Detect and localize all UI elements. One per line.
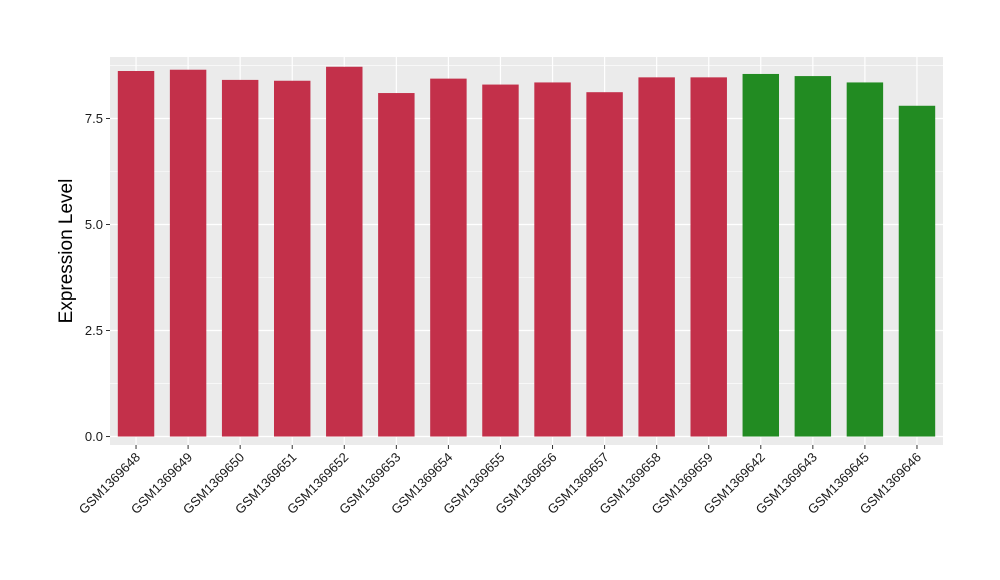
bar: [221, 79, 259, 437]
bar: [586, 92, 623, 437]
bar: [430, 78, 467, 437]
bar: [273, 80, 311, 437]
bar: [898, 105, 936, 437]
bar: [378, 93, 415, 437]
y-axis: 0.0 2.5 5.0 7.5: [85, 111, 110, 444]
bar: [690, 77, 727, 437]
bars-group: [117, 66, 936, 437]
bar: [742, 73, 780, 437]
bar: [117, 70, 155, 437]
bar: [169, 69, 207, 437]
bar: [638, 77, 675, 437]
y-tick-label: 5.0: [85, 217, 103, 232]
bar: [846, 82, 884, 437]
y-tick-label: 0.0: [85, 429, 103, 444]
y-axis-title: Expression Level: [56, 179, 77, 324]
y-tick-label: 7.5: [85, 111, 103, 126]
bar: [794, 76, 832, 437]
y-tick-label: 2.5: [85, 323, 103, 338]
bar: [482, 84, 519, 437]
bar: [534, 82, 571, 437]
bar: [326, 66, 363, 437]
x-axis: GSM1369648GSM1369649GSM1369650GSM1369651…: [76, 445, 924, 517]
